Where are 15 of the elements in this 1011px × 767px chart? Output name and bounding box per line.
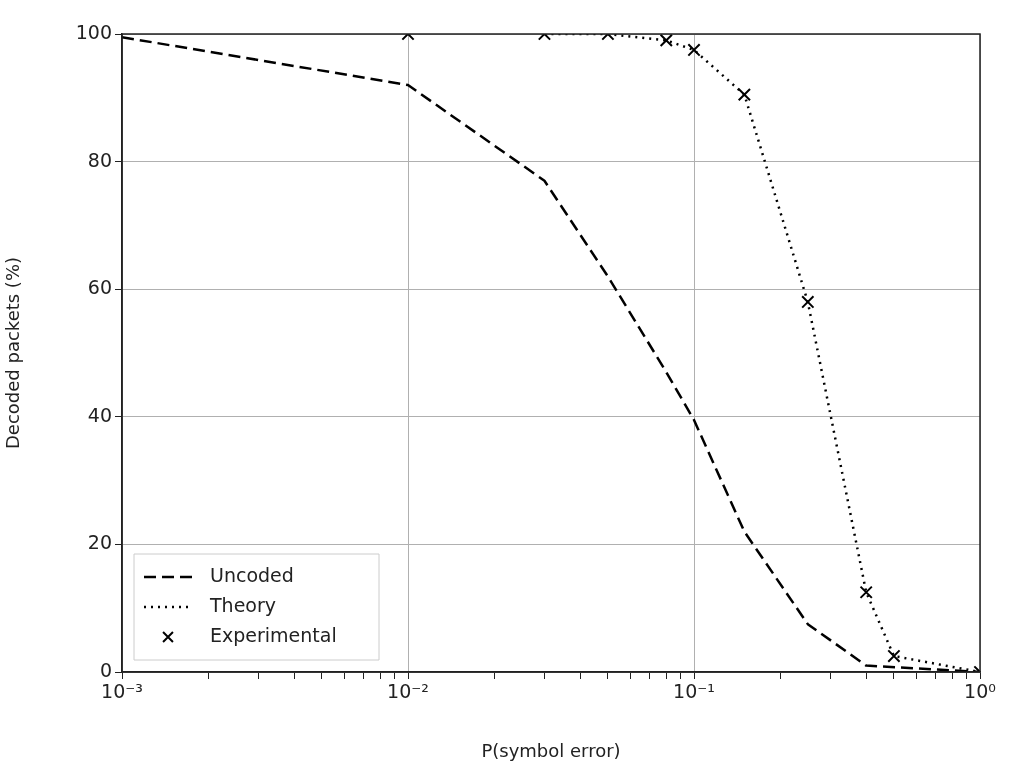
x-tick-label: 10⁻² <box>387 680 429 703</box>
y-tick-label: 40 <box>87 403 112 426</box>
x-tick-label: 10⁻¹ <box>673 680 715 703</box>
y-tick-label: 0 <box>99 658 112 681</box>
x-tick-label: 10⁰ <box>964 680 996 703</box>
y-axis-title: Decoded packets (%) <box>2 256 24 450</box>
y-tick-label: 100 <box>75 20 112 43</box>
x-tick-label: 10⁻³ <box>101 680 143 703</box>
legend-label: Uncoded <box>210 563 294 586</box>
y-tick-label: 60 <box>87 276 112 299</box>
x-axis-title: P(symbol error) <box>481 739 621 761</box>
legend-label: Experimental <box>210 623 337 646</box>
y-tick-label: 80 <box>87 148 112 171</box>
y-tick-label: 20 <box>87 531 112 554</box>
legend-label: Theory <box>209 593 277 616</box>
